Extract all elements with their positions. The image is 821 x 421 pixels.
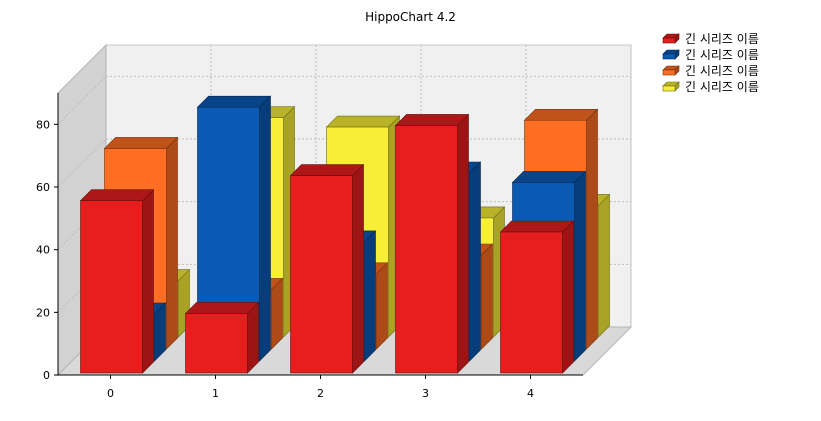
bar-side (469, 161, 481, 362)
y-tick-label: 20 (36, 306, 50, 319)
bar (184, 301, 260, 374)
bar-top (325, 115, 401, 128)
legend-label: 긴 시리즈 이름 (685, 63, 759, 78)
legend: 긴 시리즈 이름 긴 시리즈 이름 긴 시리즈 이름 긴 시리즈 이름 (662, 30, 759, 94)
bar-top (79, 189, 155, 201)
bar-top (196, 95, 272, 108)
legend-item: 긴 시리즈 이름 (662, 30, 759, 46)
bar-side (376, 262, 388, 350)
bar-top (511, 171, 587, 183)
bar-side (586, 108, 598, 350)
bar-side (259, 95, 271, 362)
bar-top (499, 220, 575, 233)
bar-front (500, 231, 563, 374)
bar (499, 220, 575, 374)
legend-swatch (662, 64, 680, 76)
x-tick-label: 3 (422, 387, 429, 400)
bar-top (289, 164, 365, 176)
bar-top (523, 108, 599, 121)
bar-side (364, 230, 376, 362)
legend-swatch (662, 32, 680, 44)
bar-top (103, 137, 179, 149)
legend-label: 긴 시리즈 이름 (685, 47, 759, 62)
chart-title: HippoChart 4.2 (365, 10, 456, 24)
legend-item: 긴 시리즈 이름 (662, 46, 759, 62)
bar-top (184, 302, 260, 314)
legend-item: 긴 시리즈 이름 (662, 78, 759, 94)
bar-side (142, 188, 154, 374)
bar-side (271, 277, 283, 350)
bar-side (598, 193, 610, 338)
x-tick-label: 1 (212, 387, 219, 400)
bar-front (185, 313, 248, 374)
y-tick-label: 60 (36, 181, 50, 194)
bar-front (80, 200, 143, 374)
bar-top (394, 114, 470, 126)
x-tick-label: 2 (317, 387, 324, 400)
legend-swatch (662, 48, 680, 60)
bar-side (352, 163, 364, 374)
x-tick-label: 4 (527, 387, 534, 400)
gridline (57, 138, 107, 188)
gridline (57, 75, 107, 125)
bar-front (290, 175, 353, 374)
bar-side (481, 243, 493, 350)
legend-swatch (662, 80, 680, 92)
x-tick-label: 0 (107, 387, 114, 400)
y-tick-label: 40 (36, 244, 50, 257)
bar (289, 163, 365, 374)
bar-side (247, 301, 259, 374)
legend-label: 긴 시리즈 이름 (685, 79, 759, 94)
y-tick-label: 80 (36, 118, 50, 131)
bar-side (457, 113, 469, 374)
bar-side (166, 136, 178, 350)
bar (394, 113, 470, 374)
bar-side (574, 170, 586, 362)
legend-label: 긴 시리즈 이름 (685, 31, 759, 46)
bar-front (395, 125, 458, 374)
legend-item: 긴 시리즈 이름 (662, 62, 759, 78)
bar-side (562, 220, 574, 374)
bar (79, 188, 155, 374)
y-tick-label: 0 (43, 369, 50, 382)
